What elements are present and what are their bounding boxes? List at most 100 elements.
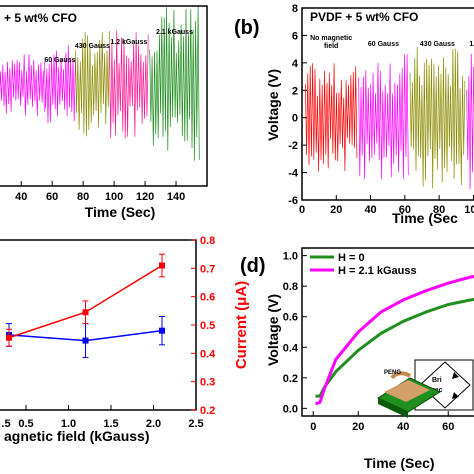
legend-label-h21: H = 2.1 kGauss [338,265,417,277]
legend-label-h0: H = 0 [338,252,365,264]
bridge-diamond [419,361,471,409]
panel-c-right-ylabel: Current (μA) [233,281,250,369]
y-tick-label: 0 [292,113,298,125]
y-tick-label: -6 [288,195,298,207]
segment-label: 60 Gauss [368,41,399,48]
x-tick-label: 1.5 [103,418,118,430]
y-right-tick-label: 0.7 [200,263,215,275]
segment-label: 1.2 [469,41,474,48]
x-tick-label: 0 [299,204,305,216]
panel-d-ticks: 0.0 0.2 0.4 0.6 0.8 1.0 0 20 40 60 [283,251,455,433]
panel-d-plot [315,275,474,406]
panel-a-title: + 5 wt% CFO [4,11,77,25]
panel-d-legend: H = 0 H = 2.1 kGauss [310,252,417,277]
y-tick-label: 8 [292,3,298,15]
inset-label-peng: PENG [384,370,401,376]
x-tick-label: 1.0 [61,418,76,430]
panel-a-frame [0,5,208,187]
panel-c: .5 0.5 1.0 1.5 2.0 2.50.2 0.3 0.4 0.5 0.6 0.7 0.8 C… [0,235,250,444]
data-point [159,262,165,269]
y-tick-label: -4 [288,168,299,180]
x-tick-label: 100 [464,204,474,216]
y-tick-label: 4 [292,58,299,70]
y-right-tick-label: 0.2 [200,405,215,417]
y-right-tick-label: 0.3 [200,377,215,389]
x-tick-label: 2.0 [146,418,161,430]
signal-segment [109,30,149,139]
signal-segment [149,6,200,161]
y-tick-label: 2 [292,85,298,97]
panel-b-ylabel: Voltage (V) [265,69,281,141]
panel-a-xlabel: Time (Sec) [85,204,156,220]
segment-label: 430 Gauss [420,41,455,48]
x-tick-label: 120 [136,191,154,203]
panel-a-ticks: 40 60 80 100 120 140 [15,181,185,203]
panel-b-signals [305,46,474,190]
peng-device-side [378,398,408,418]
x-tick-label: 80 [77,191,89,203]
x-tick-label: 20 [330,204,342,216]
diode-symbol-2 [452,392,459,399]
panel-d: (d) 0.0 0.2 0.4 0.6 0.8 1.0 0 20 40 60 H = 0 H = … [240,247,474,471]
x-tick-label: 80 [433,204,445,216]
panel-b-label: (b) [234,17,260,39]
y-tick-label: 0.6 [283,312,298,324]
panel-a-signals [0,6,200,161]
signal-segment [466,53,474,190]
panel-c-plot [6,253,165,359]
y-right-tick-label: 0.4 [200,348,216,360]
signal-segment [75,31,110,137]
panel-c-xlabel: agnetic field (kGauss) [4,428,149,444]
x-tick-label: 0.5 [18,418,33,430]
y-tick-label: 0.2 [283,373,298,385]
y-tick-label: 0.0 [283,403,298,415]
signal-segment [305,63,358,172]
y-right-tick-label: 0.8 [200,235,215,247]
segment-label: 2.1 kGauss [156,29,193,36]
segment-label: 430 Gauss [75,43,110,50]
panel-b-frame [301,7,474,201]
peng-electrode [384,380,430,402]
x-tick-label: 60 [399,204,411,216]
panel-d-label: (d) [240,255,266,277]
finger-icon [390,371,412,380]
signal-segment [0,54,45,117]
signal-segment [409,46,466,189]
x-tick-label: 60 [442,421,454,433]
panel-c-frame [0,239,197,411]
panel-d-xlabel: Time (Sec) [364,455,435,471]
series-line [315,275,474,406]
panel-c-ticks: .5 0.5 1.0 1.5 2.0 2.50.2 0.3 0.4 0.5 0.6 0.7 0.8 [1,235,216,430]
x-tick-label: 140 [167,191,185,203]
y-tick-label: -2 [288,140,298,152]
x-tick-label-partial: .5 [1,418,10,430]
peng-inset: Bri rec PENG [376,359,474,418]
y-tick-label: 0.8 [283,281,298,293]
data-point [159,327,165,334]
segment-label: 1.2 kGauss [110,39,147,46]
inset-label-bridge: Bri [432,377,442,384]
x-tick-label: 60 [46,191,58,203]
signal-segment [358,54,409,180]
y-right-tick-label: 0.5 [200,320,215,332]
panel-d-frame [301,247,474,417]
segment-label: 60 Gauss [44,57,75,64]
y-right-tick-label: 0.6 [200,292,215,304]
y-tick-label: 0.4 [283,342,299,354]
x-tick-label: 40 [397,421,409,433]
panel-b-title: PVDF + 5 wt% CFO [310,10,418,24]
data-point [82,309,89,316]
panel-b-ticks: -6-4-202468020406080100 [288,3,474,216]
data-point [6,334,12,341]
panel-d-ylabel: Voltage (V) [265,294,281,366]
x-tick-label: 100 [105,191,123,203]
segment-label: No magnetic [310,35,352,42]
signal-segment [44,45,76,124]
x-tick-label: 40 [15,191,27,203]
x-tick-label: 0 [310,421,316,433]
